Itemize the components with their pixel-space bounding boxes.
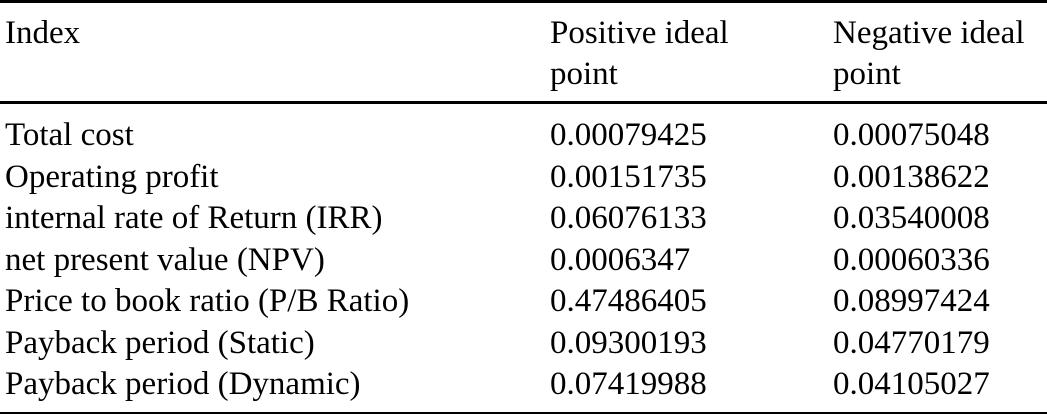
header-row: Index Positive ideal point Negative idea… bbox=[0, 1, 1047, 104]
cell-positive-ideal-point: 0.07419988 bbox=[550, 366, 707, 402]
table-row: net present value (NPV) 0.0006347 0.000603… bbox=[0, 240, 1047, 282]
cell-positive-ideal-point: 0.47486405 bbox=[550, 283, 707, 319]
cell-index: Payback period (Dynamic) bbox=[5, 366, 361, 402]
table-row: Payback period (Static) 0.09300193 0.04770… bbox=[0, 323, 1047, 365]
cell-negative-ideal-point: 0.00138622 bbox=[833, 158, 990, 195]
cell-index: Payback period (Static) bbox=[5, 324, 315, 361]
cell-index: Operating profit bbox=[5, 158, 219, 195]
cell-positive-ideal-point: 0.0006347 bbox=[550, 241, 691, 278]
table-row: Payback period (Dynamic) 0.07419988 0.0410… bbox=[0, 364, 1047, 413]
cell-negative-ideal-point: 0.04105027 bbox=[833, 366, 990, 402]
table-body: Total cost 0.00079425 0.00075048 Operating … bbox=[0, 103, 1047, 414]
column-header-index: Index bbox=[0, 1, 550, 104]
column-header-positive-ideal-point-label: Positive ideal point bbox=[550, 15, 729, 92]
column-header-negative-ideal-point-label: Negative ideal point bbox=[833, 15, 1025, 92]
cell-negative-ideal-point: 0.03540008 bbox=[833, 200, 990, 236]
table-row: internal rate of Return (IRR) 0.06076133 0… bbox=[0, 198, 1047, 240]
table-row: Operating profit 0.00151735 0.00138622 bbox=[0, 157, 1047, 199]
cell-positive-ideal-point: 0.09300193 bbox=[550, 324, 707, 361]
cell-index: internal rate of Return (IRR) bbox=[5, 200, 383, 236]
table-row: Total cost 0.00079425 0.00075048 bbox=[0, 103, 1047, 157]
cell-positive-ideal-point: 0.00151735 bbox=[550, 158, 707, 195]
cell-index: Total cost bbox=[5, 117, 134, 153]
column-header-negative-ideal-point: Negative ideal point bbox=[833, 1, 1047, 104]
cell-negative-ideal-point: 0.00060336 bbox=[833, 241, 990, 278]
cell-negative-ideal-point: 0.00075048 bbox=[833, 117, 990, 153]
cell-index: net present value (NPV) bbox=[5, 241, 325, 278]
column-header-positive-ideal-point: Positive ideal point bbox=[550, 1, 833, 104]
cell-positive-ideal-point: 0.06076133 bbox=[550, 200, 707, 236]
cell-index: Price to book ratio (P/B Ratio) bbox=[5, 283, 410, 319]
table-header: Index Positive ideal point Negative idea… bbox=[0, 1, 1047, 104]
cell-negative-ideal-point: 0.04770179 bbox=[833, 324, 990, 361]
cell-negative-ideal-point: 0.08997424 bbox=[833, 283, 990, 319]
table-row: Price to book ratio (P/B Ratio) 0.4748640… bbox=[0, 281, 1047, 323]
column-header-index-label: Index bbox=[5, 15, 81, 51]
cell-positive-ideal-point: 0.00079425 bbox=[550, 117, 707, 153]
